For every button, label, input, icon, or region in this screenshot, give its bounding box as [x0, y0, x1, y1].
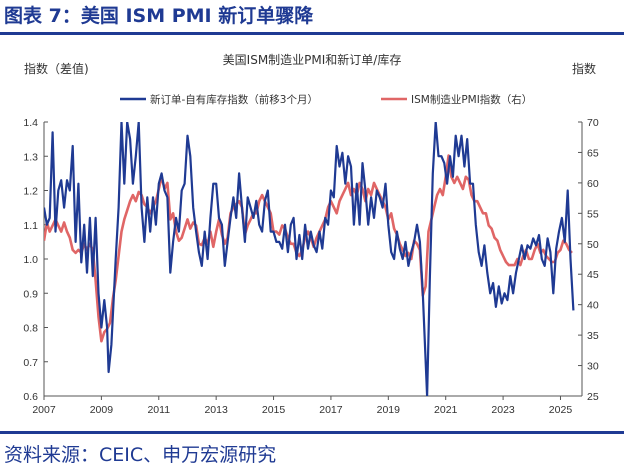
chart: 美国ISM制造业PMI和新订单/库存 指数（差值) 指数 新订单-自有库存指数（…: [23, 52, 599, 416]
y-tick-label-left: 0.8: [23, 323, 38, 335]
y-tick-label-right: 25: [587, 391, 599, 403]
y-tick-label-right: 35: [587, 330, 599, 342]
y-tick-label-left: 1.1: [23, 220, 38, 232]
x-tick-label: 2007: [32, 404, 56, 416]
y-tick-label-left: 1.2: [23, 186, 38, 198]
series-layer: [44, 122, 575, 396]
y-tick-label-right: 60: [587, 178, 599, 190]
chart-title: 美国ISM制造业PMI和新订单/库存: [223, 52, 402, 67]
series-line-ism-pmi: [44, 154, 573, 343]
x-tick-label: 2023: [491, 404, 515, 416]
y-tick-label-left: 0.7: [23, 357, 38, 369]
x-tick-label: 2009: [90, 404, 114, 416]
figure-title: 图表 7：美国 ISM PMI 新订单骤降: [4, 5, 314, 27]
y-tick-label-right: 40: [587, 300, 599, 312]
x-tick-label: 2013: [204, 404, 228, 416]
source-note: 资料来源：CEIC、申万宏源研究: [4, 444, 277, 466]
y-tick-label-right: 65: [587, 147, 599, 159]
source-rule: [0, 431, 624, 434]
y-tick-label-right: 30: [587, 361, 599, 373]
legend-label-red: ISM制造业PMI指数（右）: [411, 93, 532, 106]
y-ticks-left: 0.6 0.7 0.8 0.9 1.0 1.1 1.2 1.3 1.4: [23, 117, 48, 403]
y-tick-label-right: 55: [587, 208, 599, 220]
y-axis-label-right: 指数: [572, 61, 596, 76]
y-axis-label-left: 指数（差值): [24, 61, 89, 76]
x-tick-label: 2021: [434, 404, 458, 416]
y-tick-label-left: 1.3: [23, 151, 38, 163]
x-tick-label: 2017: [319, 404, 343, 416]
y-tick-label-right: 70: [587, 117, 599, 129]
y-tick-label-right: 45: [587, 269, 599, 281]
title-rule: [0, 32, 624, 35]
x-ticks: 2007 2009 2011 2013 2015 2017 2019 2021 2023 2025: [32, 396, 572, 416]
y-ticks-right: 25 30 35 40 45 50 55 60 65 70: [578, 117, 599, 403]
y-tick-label-right: 50: [587, 239, 599, 251]
y-tick-label-left: 1.0: [23, 254, 38, 266]
x-tick-label: 2011: [147, 404, 170, 416]
legend: 新订单-自有库存指数（前移3个月） ISM制造业PMI指数（右）: [120, 93, 532, 106]
x-tick-label: 2015: [262, 404, 286, 416]
legend-label-blue: 新订单-自有库存指数（前移3个月）: [150, 93, 318, 106]
y-tick-label-left: 0.9: [23, 288, 38, 300]
y-tick-label-left: 1.4: [23, 117, 38, 129]
x-tick-label: 2019: [377, 404, 401, 416]
series-line-new-orders-inventory: [44, 122, 575, 396]
x-tick-label: 2025: [549, 404, 573, 416]
y-tick-label-left: 0.6: [23, 391, 38, 403]
